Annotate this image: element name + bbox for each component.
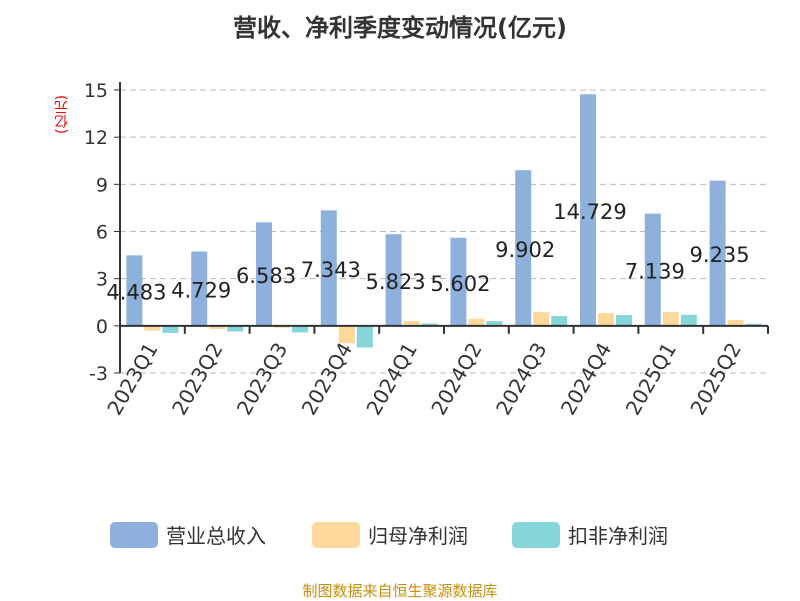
bar-2023Q2-1 — [209, 325, 226, 329]
data-label: 9.902 — [495, 238, 555, 262]
data-label: 7.139 — [625, 260, 685, 284]
bar-2023Q4-2 — [356, 325, 373, 348]
x-tick-label: 2025Q1 — [621, 338, 681, 419]
y-tick-label: 12 — [84, 127, 108, 149]
x-tick-label: 2023Q3 — [232, 338, 292, 419]
bar-2024Q3-1 — [533, 311, 550, 326]
bar-2025Q2-2 — [745, 323, 762, 326]
y-tick-label: -3 — [89, 363, 108, 385]
data-label: 5.602 — [430, 272, 490, 296]
legend-item-net-profit[interactable]: 归母净利润 — [312, 520, 468, 549]
legend-swatch — [312, 521, 360, 548]
bar-2025Q1-2 — [680, 314, 697, 326]
bar-2024Q1-0 — [385, 234, 402, 326]
y-tick-label: 6 — [96, 222, 108, 244]
x-tick-label: 2023Q1 — [102, 338, 162, 419]
bar-2024Q1-1 — [403, 321, 420, 326]
bar-2024Q4-0 — [580, 94, 596, 326]
bar-2024Q1-2 — [421, 323, 438, 326]
legend-item-revenue[interactable]: 营业总收入 — [110, 520, 266, 549]
data-label: 6.583 — [236, 264, 296, 288]
bar-2024Q2-0 — [450, 237, 467, 326]
source-note: 制图数据来自恒生聚源数据库 — [302, 582, 498, 600]
data-label: 4.729 — [171, 279, 231, 303]
bar-2025Q2-1 — [727, 319, 744, 326]
data-label: 7.343 — [301, 258, 361, 282]
x-tick-label: 2023Q4 — [297, 338, 357, 419]
bar-2025Q1-1 — [662, 312, 679, 326]
bar-2024Q2-2 — [486, 321, 503, 326]
x-tick-label: 2023Q2 — [167, 338, 227, 419]
x-tick-label: 2024Q1 — [361, 338, 421, 419]
bar-2023Q3-0 — [256, 222, 272, 326]
bar-2025Q1-0 — [644, 213, 661, 326]
x-tick-label: 2025Q2 — [685, 338, 745, 419]
bar-2023Q2-2 — [227, 325, 244, 332]
x-tick-label: 2024Q2 — [426, 338, 486, 419]
legend-label: 归母净利润 — [368, 524, 468, 548]
legend-label: 扣非净利润 — [568, 524, 668, 548]
x-tick-label: 2024Q3 — [491, 338, 551, 419]
legend-item-deducted-profit[interactable]: 扣非净利润 — [512, 520, 668, 549]
bar-2023Q2-0 — [191, 251, 208, 326]
data-label: 5.823 — [366, 270, 426, 294]
bar-2023Q1-1 — [144, 325, 161, 331]
bar-2025Q2-0 — [709, 180, 726, 326]
data-label: 9.235 — [690, 243, 750, 267]
x-tick-label: 2024Q4 — [556, 338, 616, 419]
data-label: 4.483 — [106, 281, 166, 305]
legend-swatch — [512, 521, 560, 548]
bar-2024Q4-1 — [598, 313, 614, 326]
bar-2024Q3-0 — [515, 170, 532, 326]
y-tick-label: 15 — [84, 80, 108, 102]
bar-2023Q4-1 — [338, 325, 355, 344]
legend-swatch — [110, 521, 158, 548]
y-tick-label: 3 — [96, 269, 108, 291]
y-tick-label: 0 — [96, 316, 108, 338]
bar-2024Q4-2 — [616, 315, 632, 326]
bar-2023Q1-2 — [162, 325, 179, 333]
bar-2023Q1-0 — [126, 255, 143, 326]
data-label: 14.729 — [553, 200, 626, 224]
bar-2024Q2-1 — [468, 318, 485, 326]
bar-2024Q3-2 — [551, 316, 568, 326]
bar-2023Q4-0 — [320, 210, 337, 326]
bar-2023Q3-2 — [292, 325, 308, 333]
y-tick-label: 9 — [96, 174, 108, 196]
legend-label: 营业总收入 — [166, 524, 266, 548]
chart-title: 营收、净利季度变动情况(亿元) — [233, 14, 567, 42]
